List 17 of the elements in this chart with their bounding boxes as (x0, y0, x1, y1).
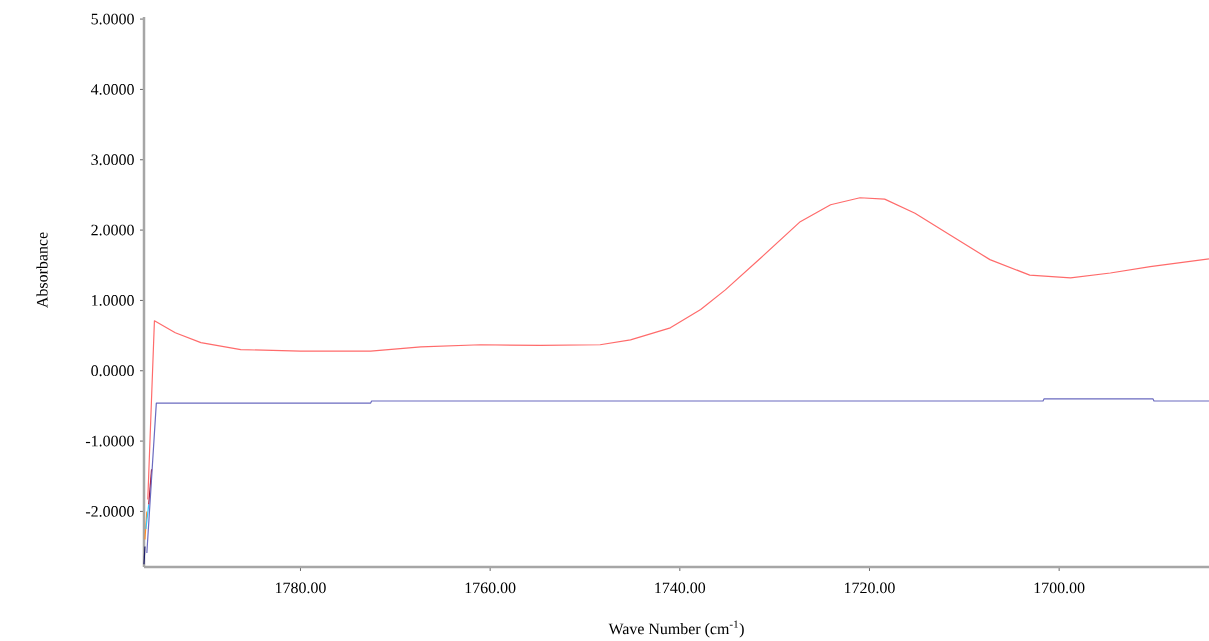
y-tick-label: 4.0000 (90, 84, 134, 95)
x-tick-label: 1760.00 (465, 582, 516, 594)
y-tick-label: -2.0000 (85, 506, 134, 517)
y-tick-label: 2.0000 (91, 224, 134, 236)
line-series (146, 398, 1209, 554)
y-tick-label: 0.0000 (91, 365, 134, 377)
y-tick-label: 3.0000 (91, 154, 134, 166)
y-axis-title: Absorbance (36, 232, 48, 308)
x-tick-label: 1780.00 (275, 582, 326, 594)
y-tick-label: 1.0000 (92, 295, 134, 306)
x-axis-title: Wave Number (cm$^{-1}$) (608, 620, 744, 638)
x-tick-label: 1740.00 (655, 582, 706, 594)
x-tick-label: 1700.00 (1034, 582, 1085, 594)
y-tick-label: -1.0000 (85, 435, 134, 447)
y-tick-label: 5.0000 (91, 13, 134, 25)
x-tick-label: 1720.00 (844, 582, 895, 594)
line-series (147, 197, 1209, 501)
